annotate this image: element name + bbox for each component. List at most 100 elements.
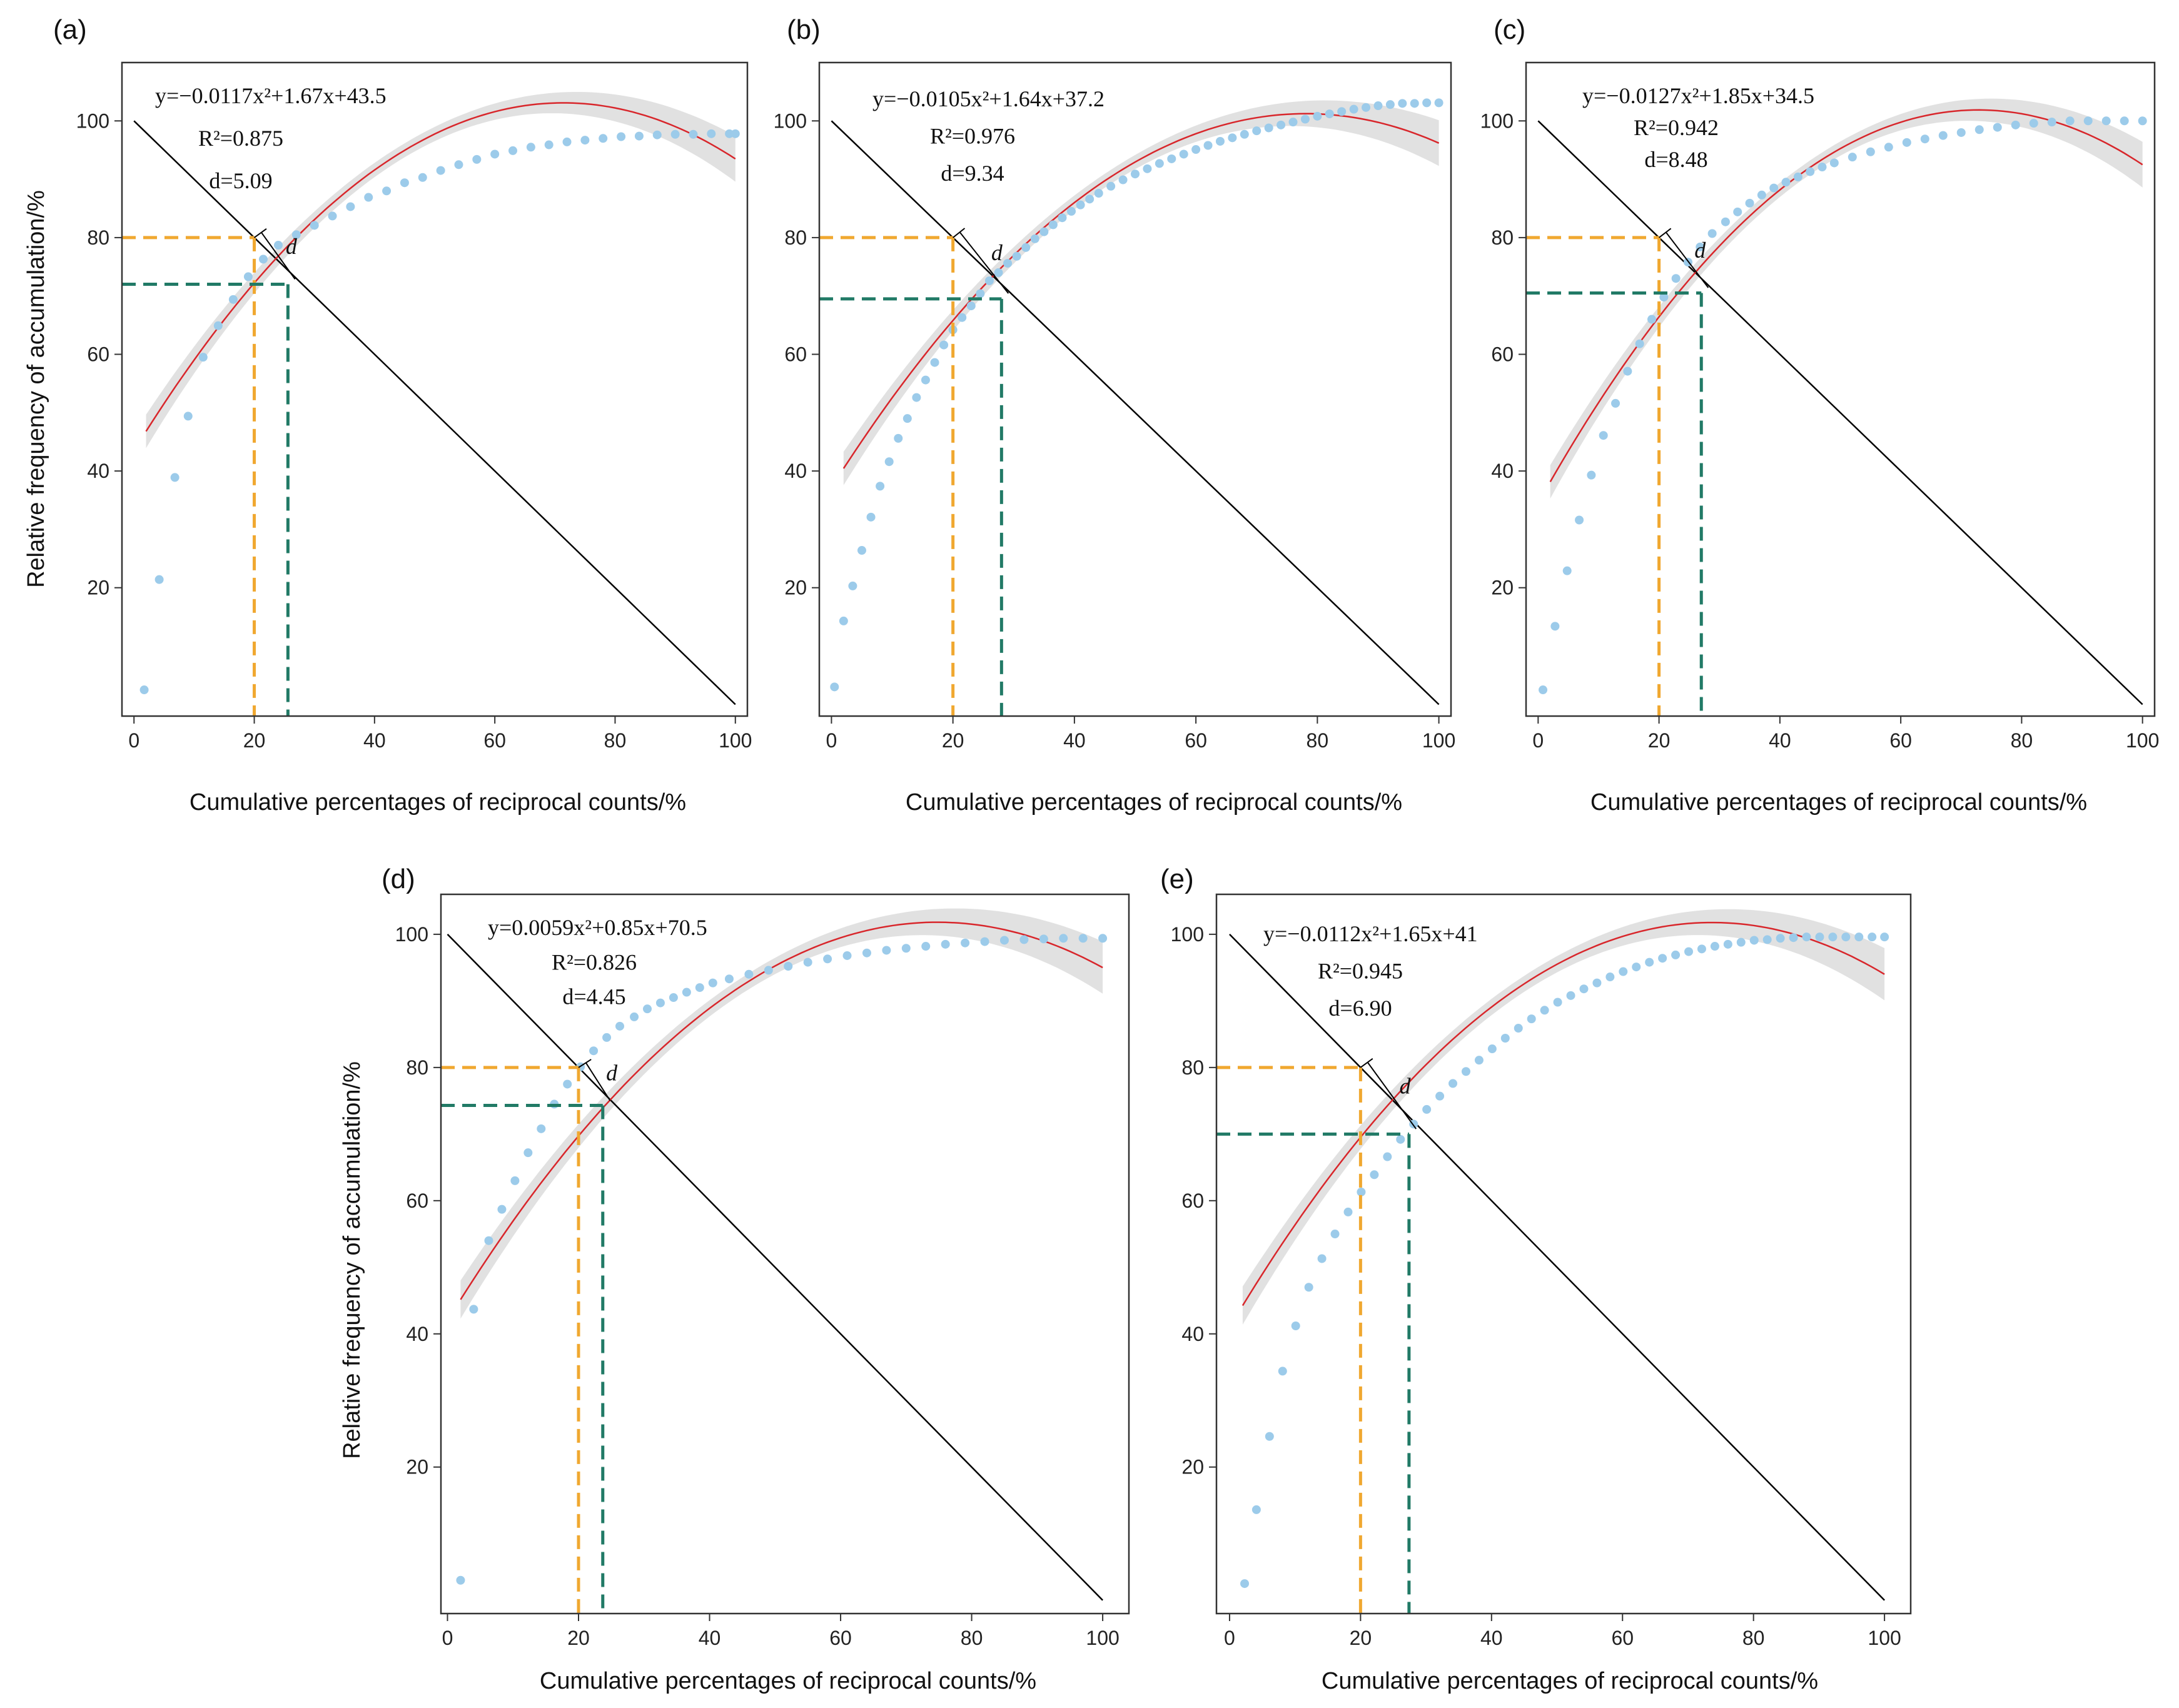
data-point bbox=[884, 457, 894, 467]
y-tick-label: 80 bbox=[87, 226, 109, 249]
plot-frame bbox=[1525, 61, 2156, 717]
confidence-band bbox=[843, 100, 1439, 485]
data-point bbox=[655, 998, 665, 1008]
data-point bbox=[1902, 138, 1911, 147]
confidence-band bbox=[1242, 909, 1885, 1325]
data-point bbox=[1385, 100, 1395, 109]
d-symbol: d bbox=[991, 240, 1003, 265]
panel-letter-e: (e) bbox=[1160, 864, 1194, 894]
plot-frame bbox=[121, 61, 749, 717]
data-point bbox=[1647, 315, 1656, 324]
data-point bbox=[1300, 114, 1310, 124]
data-point bbox=[1030, 234, 1039, 243]
data-point bbox=[1317, 1254, 1327, 1263]
data-point bbox=[1632, 963, 1641, 972]
data-point bbox=[830, 682, 839, 692]
data-point bbox=[1974, 125, 1984, 134]
plot-inner bbox=[1526, 98, 2147, 716]
data-point bbox=[1019, 935, 1029, 944]
d-bracket-tick bbox=[953, 228, 966, 238]
data-point bbox=[1448, 1079, 1458, 1088]
data-point bbox=[1067, 206, 1076, 216]
data-point bbox=[243, 272, 253, 281]
y-tick-label: 20 bbox=[784, 577, 807, 599]
data-point bbox=[1039, 227, 1049, 236]
data-point bbox=[1671, 950, 1681, 959]
data-point bbox=[490, 149, 500, 159]
x-tick-label: 20 bbox=[1648, 729, 1671, 752]
data-point bbox=[1435, 1091, 1445, 1101]
data-point bbox=[537, 1124, 546, 1133]
x-tick-label: 80 bbox=[1307, 729, 1329, 752]
data-point bbox=[1745, 198, 1754, 208]
data-point bbox=[580, 136, 590, 145]
data-point bbox=[1461, 1067, 1470, 1076]
data-point bbox=[2065, 116, 2075, 126]
data-point bbox=[1487, 1044, 1497, 1054]
y-tick-label: 100 bbox=[76, 109, 109, 132]
data-point bbox=[456, 1575, 465, 1585]
data-point bbox=[508, 146, 517, 155]
data-point bbox=[1635, 339, 1644, 348]
d-value-b: d=9.34 bbox=[941, 161, 1004, 186]
data-point bbox=[634, 131, 644, 141]
y-tick-label: 20 bbox=[406, 1456, 428, 1478]
data-point bbox=[1938, 131, 1948, 140]
d-bracket-tick bbox=[1360, 1058, 1373, 1068]
data-point bbox=[1592, 978, 1602, 988]
data-point bbox=[1370, 1170, 1379, 1180]
plot-area: d 0 20 40 60 80 100 20 40 60 80 100 bbox=[395, 893, 1130, 1649]
data-point bbox=[2083, 116, 2093, 126]
data-point bbox=[921, 942, 931, 951]
y-tick-label: 80 bbox=[784, 226, 807, 249]
diagonal-line bbox=[1229, 934, 1886, 1601]
fit-curve bbox=[1549, 109, 2143, 483]
d-symbol: d bbox=[1694, 238, 1706, 263]
data-point bbox=[1167, 154, 1176, 163]
data-point bbox=[154, 575, 164, 584]
data-point bbox=[1868, 932, 1877, 942]
d-symbol: d bbox=[606, 1061, 618, 1086]
data-point bbox=[1880, 932, 1889, 942]
r-squared-a: R²=0.875 bbox=[198, 126, 283, 151]
data-point bbox=[1781, 178, 1791, 187]
data-point bbox=[1098, 934, 1108, 943]
plot-frame bbox=[1215, 893, 1912, 1615]
d-bracket bbox=[261, 232, 296, 280]
data-point bbox=[1252, 126, 1261, 136]
data-point bbox=[1562, 566, 1572, 575]
y-tick-label: 100 bbox=[774, 109, 807, 132]
data-point bbox=[1325, 109, 1334, 119]
data-point bbox=[1265, 1432, 1274, 1441]
data-point bbox=[1749, 936, 1759, 945]
data-point bbox=[1575, 515, 1584, 525]
diagonal-line bbox=[133, 120, 736, 705]
x-axis-title-d: Cumulative percentages of reciprocal cou… bbox=[540, 1668, 1036, 1694]
y-tick-label: 20 bbox=[1181, 1456, 1204, 1478]
data-point bbox=[958, 313, 967, 322]
data-point bbox=[941, 939, 950, 949]
data-point bbox=[866, 512, 876, 522]
data-point bbox=[930, 358, 939, 367]
data-point bbox=[1550, 622, 1560, 631]
data-point bbox=[764, 966, 773, 975]
data-point bbox=[876, 482, 885, 491]
y-tick-label: 100 bbox=[395, 923, 428, 946]
data-point bbox=[1540, 1006, 1549, 1015]
data-point bbox=[1343, 1207, 1353, 1216]
data-point bbox=[630, 1012, 639, 1021]
data-point bbox=[695, 983, 704, 993]
data-point bbox=[976, 289, 985, 298]
x-tick-label: 40 bbox=[1063, 729, 1086, 752]
data-point bbox=[364, 193, 373, 202]
y-tick-label: 40 bbox=[406, 1323, 428, 1345]
plot-frame bbox=[818, 61, 1452, 717]
data-point bbox=[857, 546, 866, 555]
d-value-e: d=6.90 bbox=[1328, 996, 1392, 1021]
data-point bbox=[310, 221, 319, 230]
data-point bbox=[994, 268, 1003, 277]
data-point bbox=[1039, 934, 1048, 944]
data-point bbox=[1815, 932, 1824, 942]
r-squared-b: R²=0.976 bbox=[930, 124, 1015, 149]
data-point bbox=[1383, 1152, 1392, 1161]
